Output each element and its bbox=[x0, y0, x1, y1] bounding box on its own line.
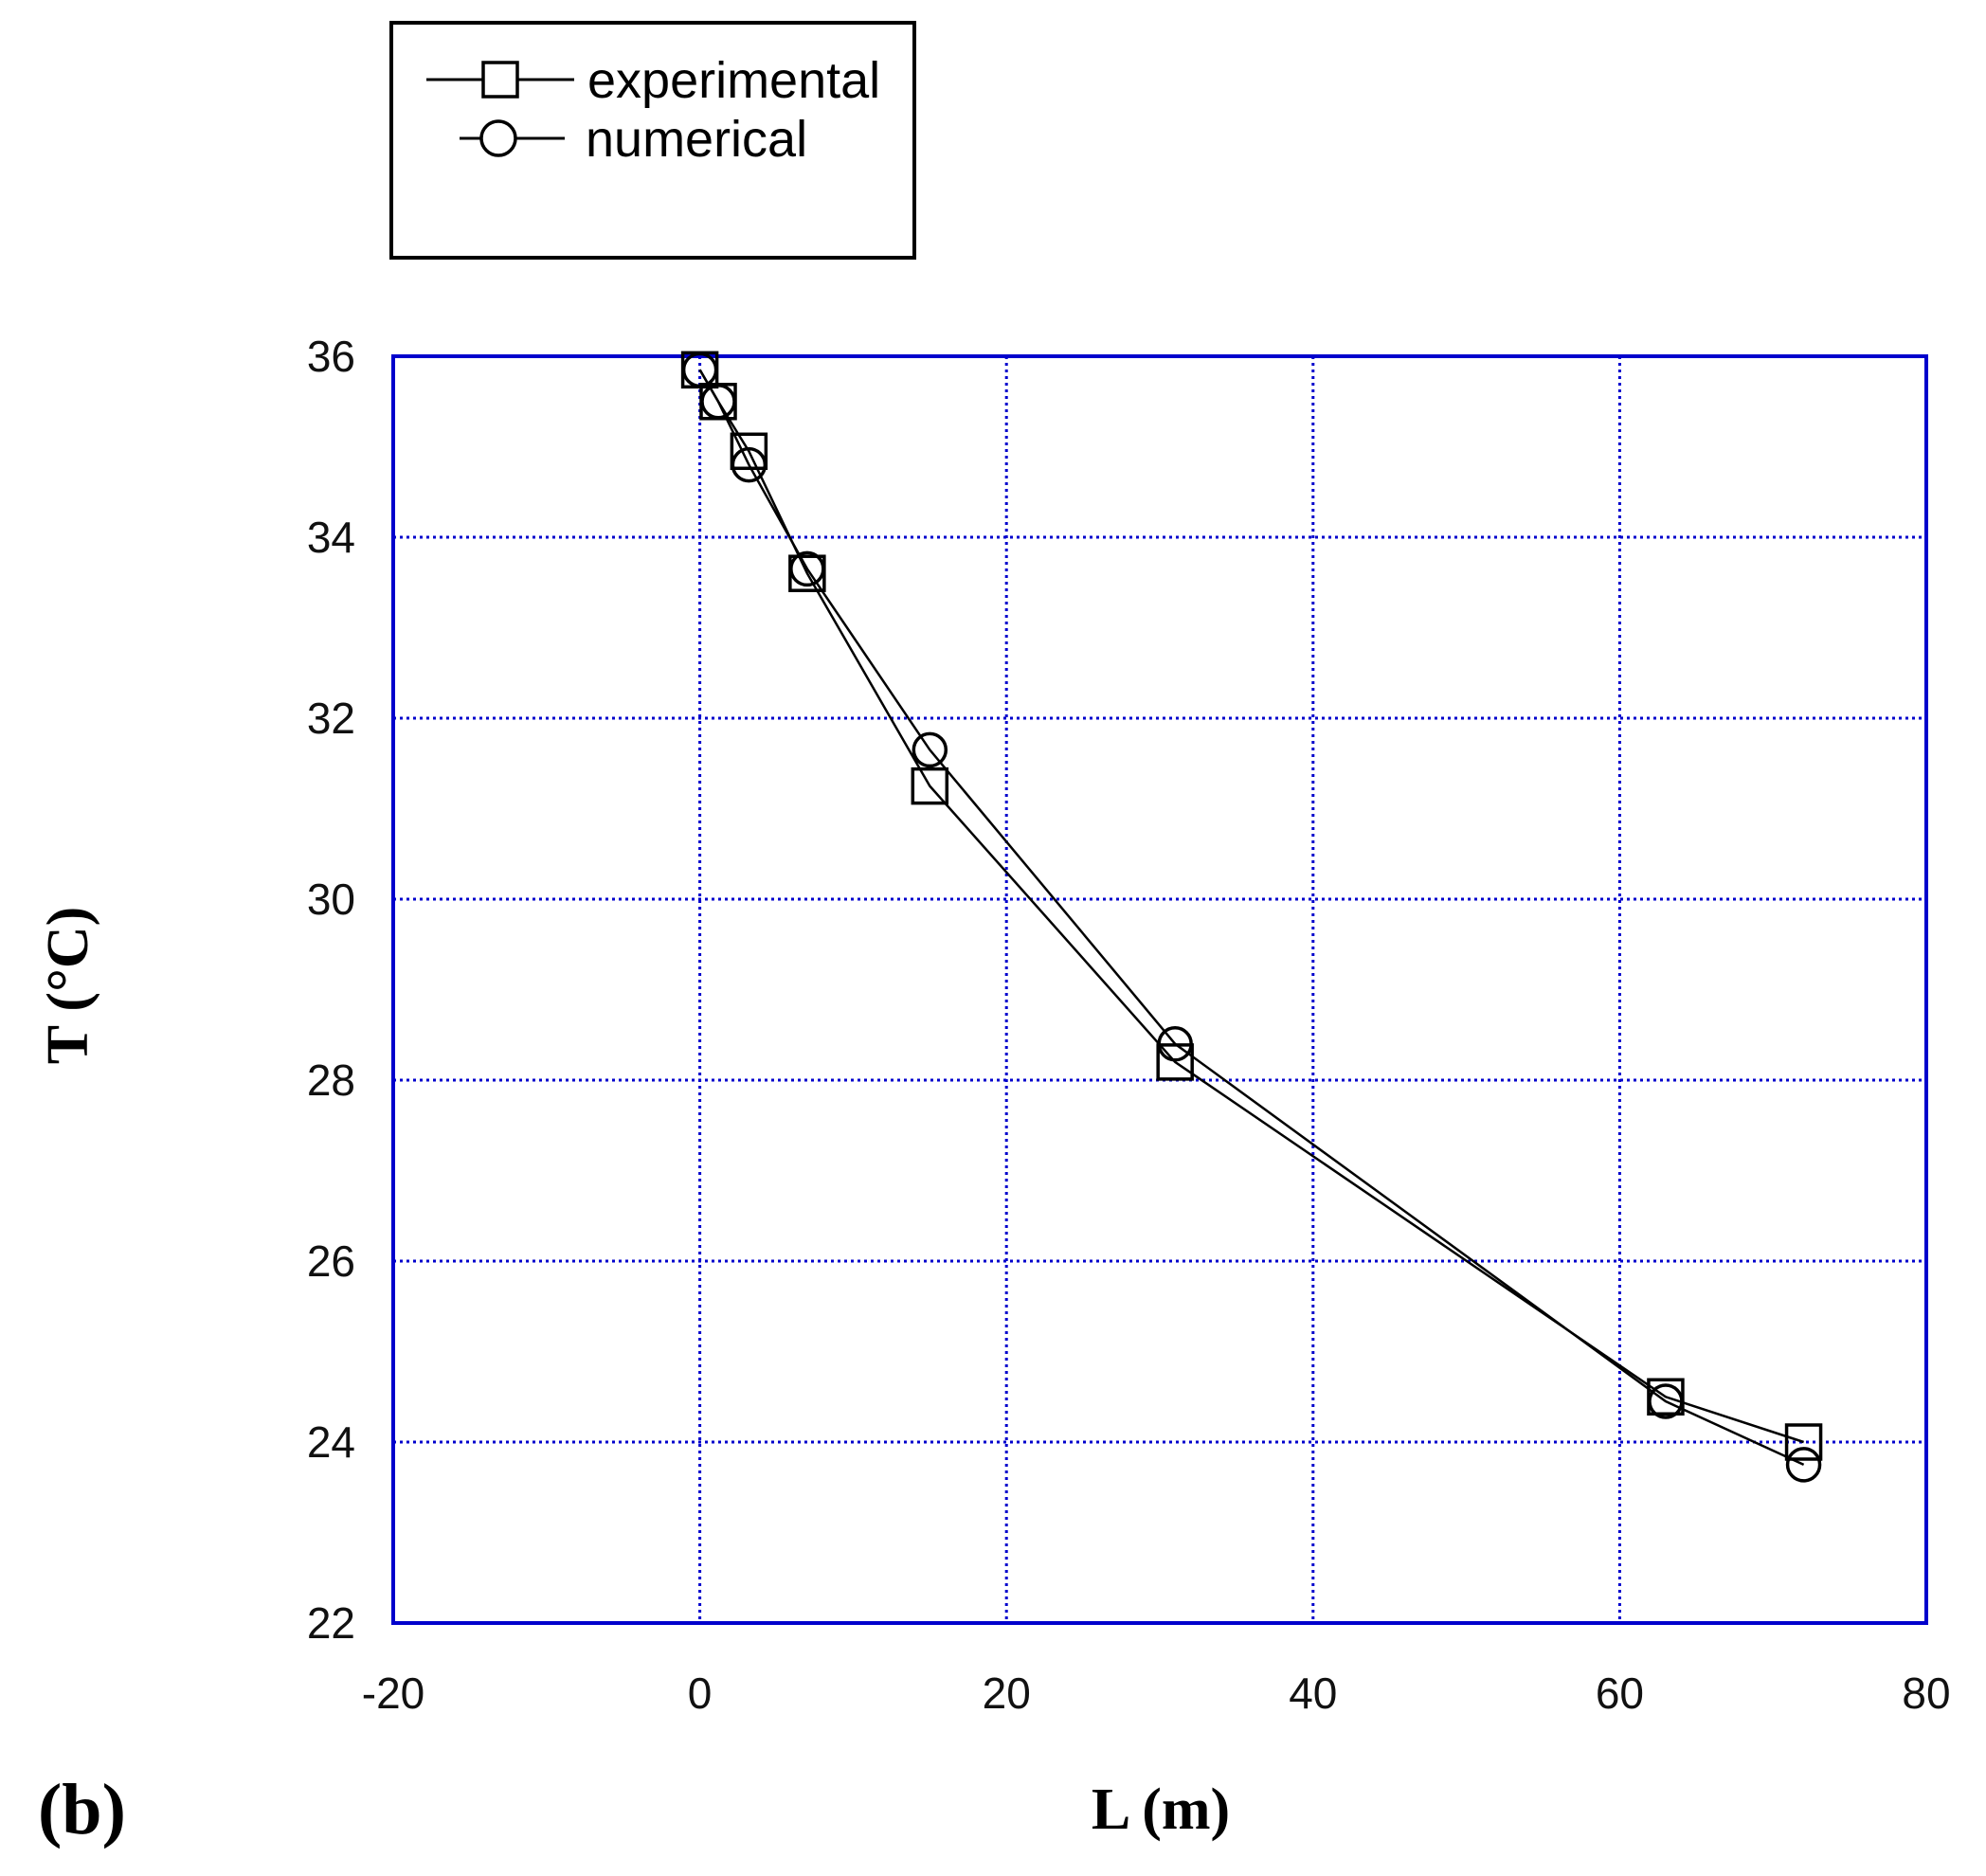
plot-frame bbox=[391, 354, 1928, 1625]
y-tick-label-26: 26 bbox=[307, 1236, 355, 1286]
series-line-numerical bbox=[698, 369, 1805, 1467]
legend: experimental numerical bbox=[389, 21, 916, 260]
point-numerical-6 bbox=[1648, 1383, 1684, 1419]
y-tick-label-30: 30 bbox=[307, 875, 355, 924]
legend-item-numerical: numerical bbox=[460, 111, 807, 168]
y-tick-label-28: 28 bbox=[307, 1055, 355, 1105]
y-tick-label-24: 24 bbox=[307, 1417, 355, 1467]
point-numerical-4 bbox=[912, 731, 948, 768]
legend-label-experimental: experimental bbox=[587, 52, 880, 109]
x-tick-label-60: 60 bbox=[1596, 1669, 1644, 1718]
point-experimental-2 bbox=[730, 432, 768, 471]
y-tick-label-34: 34 bbox=[307, 513, 355, 562]
legend-item-experimental: experimental bbox=[426, 52, 880, 109]
x-tick-label-20: 20 bbox=[983, 1669, 1031, 1718]
point-numerical-7 bbox=[1785, 1447, 1822, 1483]
y-tick-label-32: 32 bbox=[307, 694, 355, 743]
point-experimental-4 bbox=[911, 767, 949, 805]
legend-square-marker-icon bbox=[481, 61, 519, 99]
point-numerical-3 bbox=[789, 550, 825, 587]
data-series bbox=[680, 351, 1823, 1483]
point-numerical-0 bbox=[681, 352, 718, 388]
x-tick-label--20: -20 bbox=[362, 1669, 424, 1718]
x-tick-labels: -20 0 20 40 60 80 bbox=[362, 1669, 1951, 1718]
y-axis-title: T (°C) bbox=[36, 907, 100, 1065]
x-axis-title: L (m) bbox=[1092, 1777, 1230, 1842]
x-tick-label-80: 80 bbox=[1902, 1669, 1950, 1718]
panel-label: (b) bbox=[38, 1770, 126, 1849]
legend-circle-marker-icon bbox=[479, 119, 517, 157]
x-tick-label-40: 40 bbox=[1289, 1669, 1337, 1718]
point-numerical-1 bbox=[700, 384, 736, 420]
grid-lines bbox=[393, 356, 1926, 1623]
legend-label-numerical: numerical bbox=[586, 111, 807, 168]
y-tick-label-22: 22 bbox=[307, 1598, 355, 1648]
legend-frame bbox=[389, 21, 916, 260]
point-numerical-5 bbox=[1157, 1026, 1193, 1062]
y-tick-label-36: 36 bbox=[307, 332, 355, 381]
series-numerical bbox=[681, 352, 1822, 1483]
point-numerical-2 bbox=[731, 446, 767, 483]
plot-area: 22 24 26 28 30 32 34 36 -20 0 20 40 60 80 bbox=[307, 332, 1951, 1718]
y-tick-labels: 22 24 26 28 30 32 34 36 bbox=[307, 332, 355, 1648]
point-experimental-7 bbox=[1784, 1423, 1823, 1461]
x-tick-label-0: 0 bbox=[688, 1669, 713, 1718]
